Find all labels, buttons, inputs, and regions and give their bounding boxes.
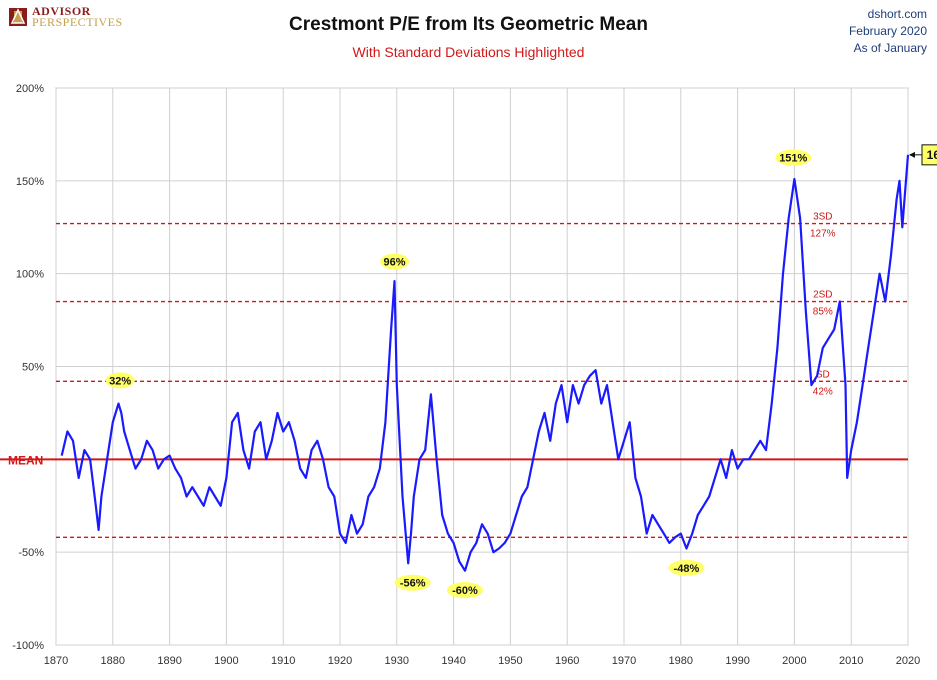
x-tick-label: 2010 (839, 655, 863, 667)
publisher-logo: ADVISOR PERSPECTIVES (8, 4, 123, 29)
sd-label: SD (816, 369, 830, 380)
x-tick-label: 1990 (725, 655, 749, 667)
sd-label: 2SD (813, 290, 832, 301)
x-tick-label: 1970 (612, 655, 636, 667)
end-arrow-icon (909, 151, 915, 158)
sd-value-label: 42% (813, 386, 833, 397)
logo-line-2: PERSPECTIVES (32, 15, 123, 29)
source-site: dshort.com (867, 7, 927, 21)
x-tick-label: 2020 (896, 655, 920, 667)
x-tick-label: 1940 (441, 655, 465, 667)
y-tick-label: 100% (16, 269, 44, 281)
callout-label: 151% (779, 153, 807, 165)
chart-title: Crestmont P/E from Its Geometric Mean (289, 14, 648, 35)
x-tick-label: 1920 (328, 655, 352, 667)
y-tick-label: -50% (18, 547, 44, 559)
callout-highlight (394, 574, 431, 591)
x-tick-label: 1930 (385, 655, 409, 667)
callout-label: -56% (400, 578, 426, 590)
logo-emblem-icon (9, 8, 27, 26)
y-tick-label: -100% (12, 640, 44, 652)
logo-line-1: ADVISOR (32, 4, 91, 18)
callout-label: 32% (109, 375, 131, 387)
source-asof: As of January (853, 41, 927, 55)
x-tick-label: 1880 (101, 655, 125, 667)
end-label: 164% (927, 148, 937, 162)
mean-label: MEAN (8, 453, 43, 467)
end-label-box (921, 144, 937, 166)
callout-highlight (446, 582, 483, 599)
y-tick-label: 150% (16, 176, 44, 188)
source-block: dshort.com February 2020 As of January (849, 6, 927, 57)
y-tick-label: 50% (22, 362, 44, 374)
sd-label: 3SD (813, 212, 832, 223)
callout-label: 96% (384, 257, 406, 269)
x-tick-label: 1900 (214, 655, 238, 667)
callout-highlight (105, 372, 135, 389)
x-tick-label: 1980 (669, 655, 693, 667)
callout-highlight (380, 253, 410, 270)
callout-highlight (668, 559, 705, 576)
chart-subtitle: With Standard Deviations Highlighted (352, 44, 585, 60)
x-tick-label: 1960 (555, 655, 579, 667)
x-tick-label: 2000 (782, 655, 806, 667)
source-date: February 2020 (848, 24, 927, 38)
callout-highlight (775, 149, 812, 166)
callout-label: -60% (452, 585, 478, 597)
x-tick-label: 1890 (157, 655, 181, 667)
x-tick-label: 1870 (44, 655, 68, 667)
x-tick-label: 1910 (271, 655, 295, 667)
series-line (60, 154, 910, 572)
sd-value-label: 85% (813, 307, 833, 318)
x-tick-label: 1950 (498, 655, 522, 667)
y-tick-label: 200% (16, 83, 44, 95)
callout-label: -48% (674, 563, 700, 575)
sd-value-label: 127% (810, 229, 836, 240)
